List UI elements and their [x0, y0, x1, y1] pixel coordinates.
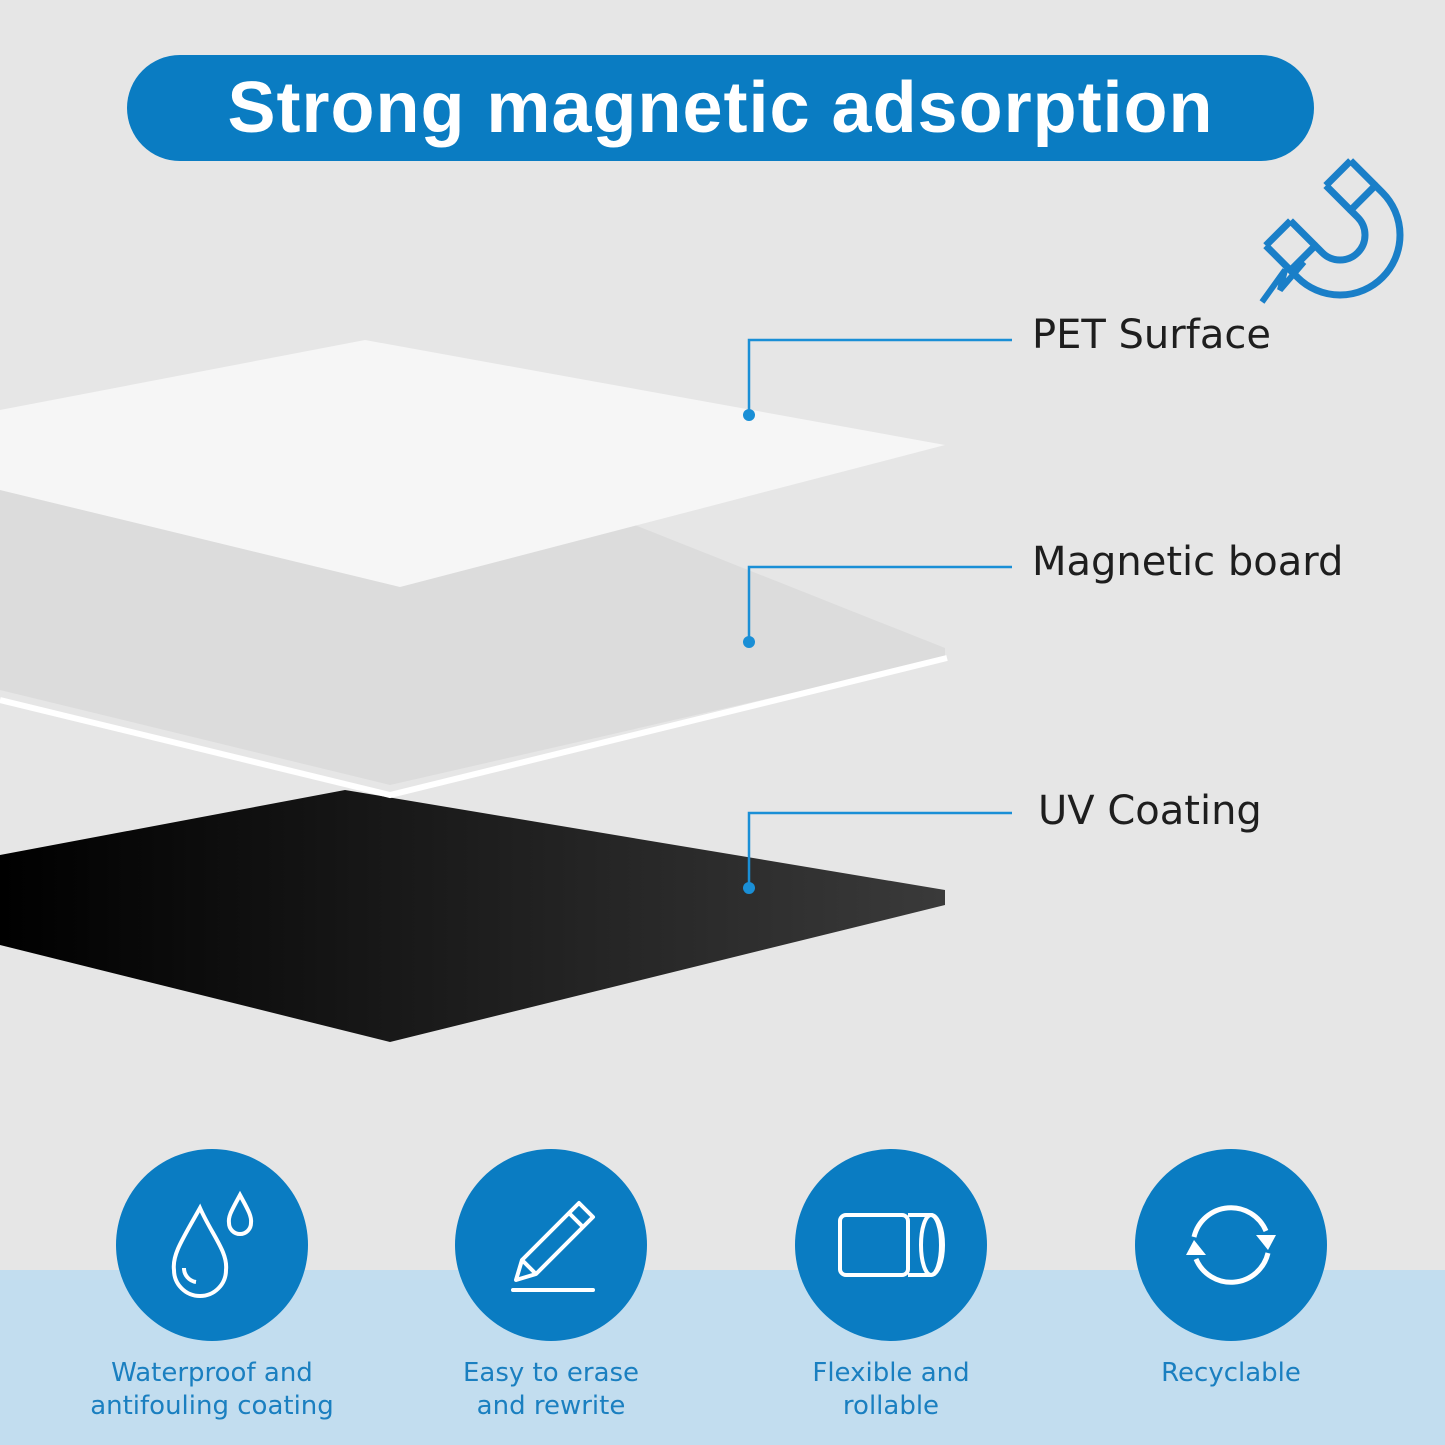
feature-waterproof: Waterproof and antifouling coating — [52, 1149, 372, 1423]
lightning-icon — [1259, 260, 1307, 304]
water-drops-icon — [116, 1149, 308, 1341]
callout-dot — [743, 882, 755, 894]
label-pet-surface: PET Surface — [1032, 312, 1271, 358]
page-title: Strong magnetic adsorption — [127, 55, 1314, 161]
feature-text: Waterproof and — [111, 1358, 313, 1388]
feature-text: Flexible and — [812, 1358, 970, 1388]
pet-surface-layer — [0, 340, 945, 587]
magnet-icon — [1263, 158, 1404, 299]
roll-icon — [795, 1149, 987, 1341]
callout-line-magnetic — [747, 565, 1012, 642]
feature-recyclable: Recyclable — [1071, 1149, 1391, 1390]
feature-erase: Easy to erase and rewrite — [391, 1149, 711, 1423]
feature-text: Easy to erase — [462, 1358, 640, 1388]
feature-text: and rewrite — [476, 1391, 626, 1421]
recycle-icon — [1135, 1149, 1327, 1341]
pencil-icon — [455, 1149, 647, 1341]
callout-line-pet — [747, 338, 1012, 415]
feature-flexible: Flexible and rollable — [731, 1149, 1051, 1423]
magnetic-board-edge — [0, 655, 948, 799]
feature-text: antifouling coating — [90, 1391, 334, 1421]
label-magnetic-board: Magnetic board — [1032, 539, 1344, 585]
uv-coating-layer — [0, 790, 945, 1042]
feature-text: Recyclable — [1161, 1358, 1301, 1388]
label-uv-coating: UV Coating — [1038, 788, 1262, 834]
callout-dot — [743, 409, 755, 421]
callout-dot — [743, 636, 755, 648]
feature-text: rollable — [842, 1391, 940, 1421]
callout-line-uv — [747, 811, 1012, 888]
